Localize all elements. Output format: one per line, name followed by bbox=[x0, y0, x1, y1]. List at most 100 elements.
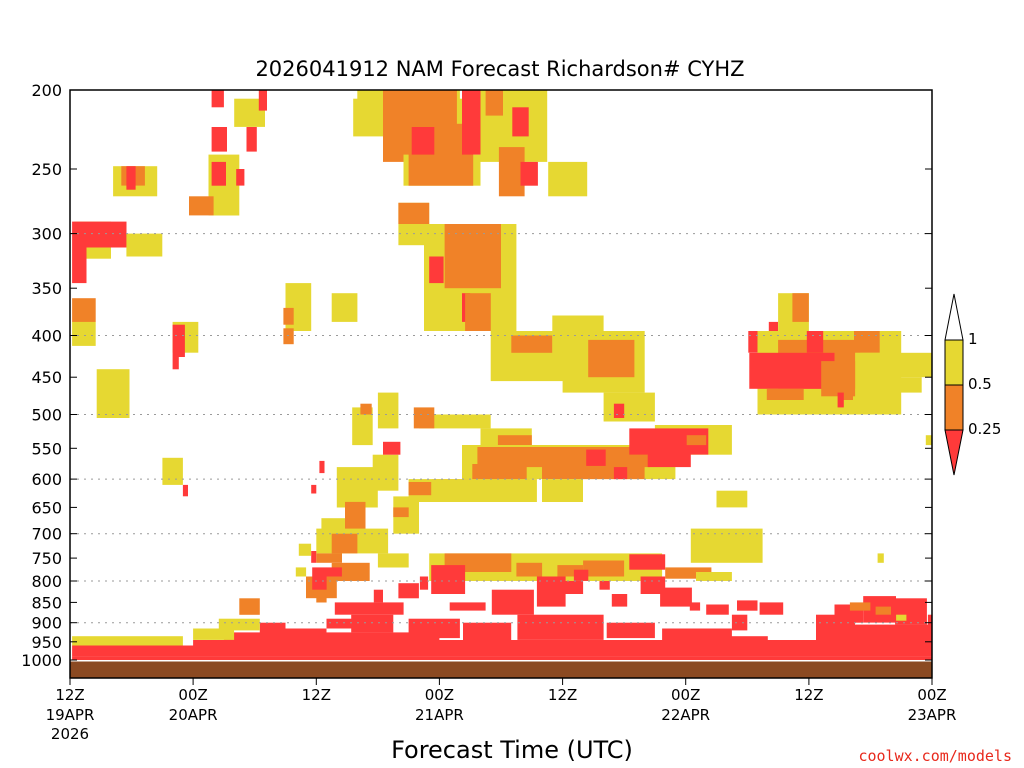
colorbar-label-0-5: 0.5 bbox=[968, 375, 992, 393]
ri-region-high bbox=[877, 553, 884, 563]
y-tick-label: 650 bbox=[31, 498, 62, 517]
ri-region-low bbox=[126, 166, 136, 190]
y-tick-label: 1000 bbox=[21, 651, 62, 670]
ri-region-low bbox=[662, 628, 732, 642]
ri-region-low bbox=[536, 576, 566, 607]
ri-region-mid bbox=[283, 307, 294, 325]
ri-region-low bbox=[258, 90, 267, 111]
x-tick-date: 23APR bbox=[908, 706, 957, 724]
ri-region-mid bbox=[849, 602, 871, 611]
ri-region-low bbox=[398, 583, 419, 599]
ri-region-low bbox=[517, 614, 604, 640]
ri-region-low bbox=[731, 614, 748, 631]
ri-region-low bbox=[326, 618, 358, 629]
ri-region-low bbox=[211, 127, 227, 152]
ri-region-high bbox=[218, 618, 260, 631]
x-tick-date: 19APR bbox=[46, 706, 95, 724]
ri-region-low bbox=[193, 640, 932, 648]
ri-region-low bbox=[172, 357, 179, 370]
richardson-heatmap bbox=[72, 90, 952, 660]
ri-region-high bbox=[937, 534, 952, 568]
ri-region-mid bbox=[316, 553, 342, 563]
ri-region-mid bbox=[497, 435, 532, 446]
ri-region-high bbox=[298, 543, 312, 556]
ri-region-low bbox=[613, 403, 625, 418]
x-tick-label: 12Z bbox=[302, 686, 331, 704]
ri-region-high bbox=[377, 392, 399, 429]
ri-region-low bbox=[895, 598, 927, 625]
credit-text: coolwx.com/models bbox=[858, 747, 1012, 765]
y-axis: 200 250 300 350 400 450 500 550 600 650 700 750 800 8… bbox=[21, 81, 932, 670]
ri-region-mid bbox=[792, 293, 809, 322]
ri-region-high bbox=[925, 435, 932, 446]
ri-region-high bbox=[193, 628, 235, 640]
ri-region-low bbox=[211, 90, 224, 108]
colorbar-mid-band bbox=[944, 384, 964, 431]
ri-region-low bbox=[768, 321, 778, 340]
ri-region-mid bbox=[345, 501, 366, 534]
ri-region-mid bbox=[516, 562, 543, 577]
ri-region-high bbox=[716, 490, 748, 508]
ri-region-low bbox=[311, 551, 317, 563]
y-tick-label: 700 bbox=[31, 525, 62, 544]
ri-region-low bbox=[431, 565, 466, 594]
ri-region-low bbox=[172, 324, 185, 357]
ri-region-low bbox=[334, 602, 404, 615]
x-tick-label: 00Z bbox=[178, 686, 207, 704]
ri-region-low bbox=[419, 576, 429, 590]
ri-region-high bbox=[937, 507, 952, 533]
ri-region-low bbox=[236, 169, 245, 186]
ri-region-low bbox=[449, 602, 486, 611]
ri-region-high bbox=[72, 321, 96, 346]
ri-region-mid bbox=[408, 482, 432, 496]
ri-region-low bbox=[351, 614, 394, 633]
ri-region-high bbox=[408, 479, 537, 502]
ri-region-mid bbox=[465, 293, 491, 331]
x-tick-year: 2026 bbox=[51, 725, 89, 743]
ri-region-high bbox=[603, 392, 655, 422]
ri-region-mid bbox=[477, 447, 650, 468]
ri-region-low bbox=[373, 589, 383, 603]
ri-region-high bbox=[331, 293, 358, 322]
ri-region-mid bbox=[588, 339, 635, 378]
y-tick-label: 900 bbox=[31, 614, 62, 633]
ri-region-low bbox=[759, 602, 784, 615]
ri-region-mid bbox=[842, 388, 853, 400]
ri-region-high bbox=[690, 528, 763, 563]
ri-region-low bbox=[606, 622, 655, 639]
x-axis-label: Forecast Time (UTC) bbox=[391, 736, 633, 764]
y-tick-label: 450 bbox=[31, 368, 62, 387]
y-tick-label: 300 bbox=[31, 225, 62, 244]
y-tick-label: 400 bbox=[31, 327, 62, 346]
ri-region-high bbox=[880, 377, 922, 393]
ri-region-low bbox=[312, 567, 327, 590]
ri-region-high bbox=[372, 454, 399, 491]
ri-region-high bbox=[377, 553, 409, 568]
ri-region-low bbox=[599, 581, 610, 590]
ri-region-low bbox=[383, 441, 401, 455]
y-tick-label: 500 bbox=[31, 406, 62, 425]
ri-region-low bbox=[520, 161, 538, 186]
ri-region-high bbox=[295, 567, 307, 577]
ri-region-low bbox=[689, 602, 701, 611]
ri-region-low bbox=[72, 247, 87, 284]
colorbar-low-arrow bbox=[944, 429, 964, 476]
ri-region-low bbox=[837, 392, 844, 408]
ri-region-mid bbox=[485, 90, 503, 116]
ri-region-high bbox=[96, 369, 130, 418]
ri-region-mid bbox=[766, 388, 804, 400]
ri-region-mid bbox=[444, 224, 501, 289]
y-tick-label: 600 bbox=[31, 470, 62, 489]
ri-region-high bbox=[162, 457, 183, 485]
ri-region-mid bbox=[875, 606, 891, 615]
ri-region-low bbox=[182, 484, 188, 497]
ri-region-mid bbox=[413, 407, 435, 429]
ri-region-high bbox=[548, 161, 588, 197]
ri-region-mid bbox=[542, 464, 645, 480]
ground-layer bbox=[70, 660, 932, 678]
y-tick-label: 850 bbox=[31, 593, 62, 612]
ri-region-high bbox=[418, 414, 491, 429]
x-tick-label: 12Z bbox=[794, 686, 823, 704]
ri-region-low bbox=[429, 256, 444, 284]
